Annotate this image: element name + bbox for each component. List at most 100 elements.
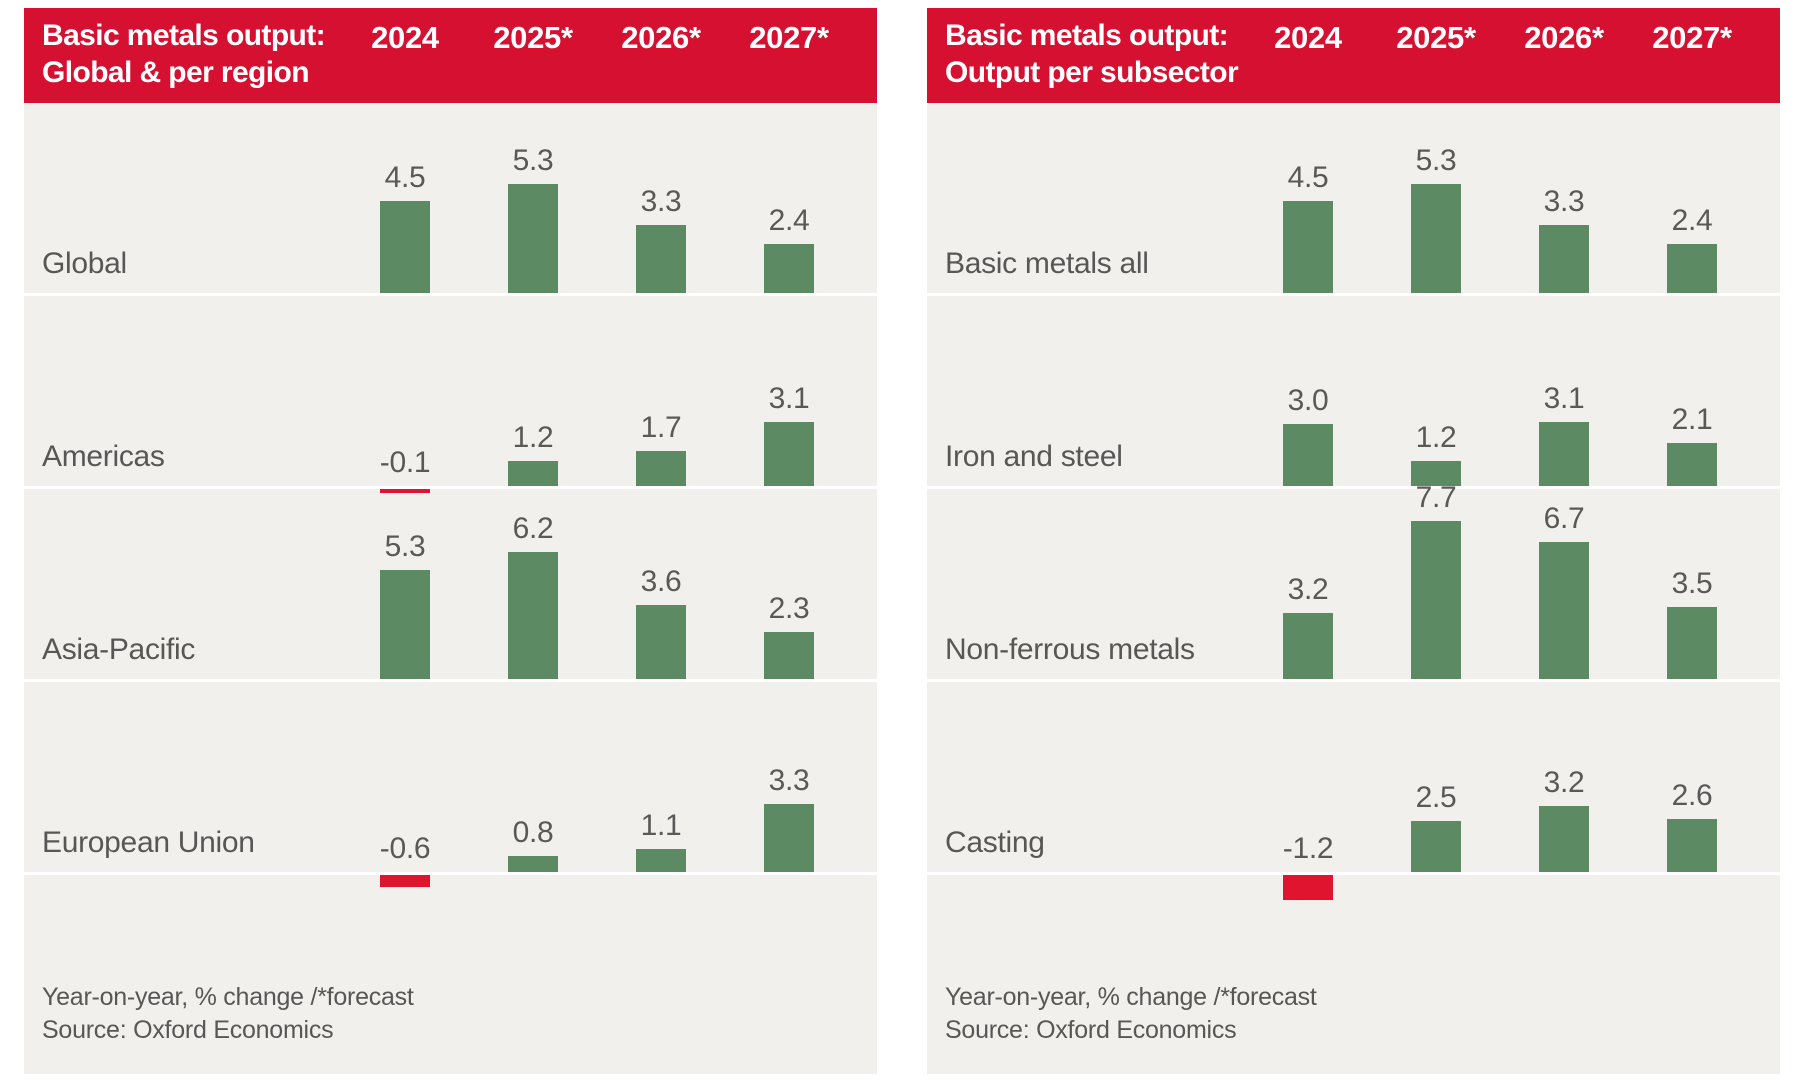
bar-value: 4.5 [384,161,426,194]
panel-header: Basic metals output: Output per subsector… [927,8,1780,103]
bar-cell: 3.0 [1244,296,1372,486]
bar [636,849,686,872]
bar-value: 3.5 [1671,567,1713,600]
panel-title-line2: Output per subsector [945,55,1239,89]
bar-cell: 3.3 [597,103,725,293]
bar-cell: 3.1 [725,296,853,486]
bar-cell: 3.6 [597,489,725,679]
bar-cell: 4.5 [341,103,469,293]
bar-cell: 3.2 [1500,682,1628,872]
bar-cell: 1.2 [1372,296,1500,486]
bar-cell: 2.5 [1372,682,1500,872]
bar-value: 3.1 [768,382,810,415]
row-spacer [1756,489,1780,679]
bar [764,632,814,679]
bar-cell: -1.2 [1244,682,1372,900]
bar [764,422,814,486]
bar [636,225,686,293]
bar [636,451,686,486]
panel-footer: Year-on-year, % change /*forecast Source:… [927,875,1780,1074]
bar [1411,521,1461,679]
bar-value: 3.0 [1287,384,1329,417]
bar [1283,424,1333,486]
bar-value: 7.7 [1415,481,1457,514]
header-spacer [1756,8,1780,103]
bar [1283,201,1333,293]
bar [1539,422,1589,486]
bar-value: 1.2 [1415,421,1457,454]
bar-cell: 3.3 [725,682,853,872]
bar-value: 6.2 [512,512,554,545]
footer-note: Year-on-year, % change /*forecast [945,983,1317,1011]
bar [1667,443,1717,486]
bar [1411,821,1461,872]
data-row: Americas -0.1 1.2 1.7 3.1 [24,296,877,493]
panel-footer: Year-on-year, % change /*forecast Source:… [24,875,877,1074]
row-label: Basic metals all [945,247,1149,280]
bar-value: 2.1 [1671,403,1713,436]
year-label: 2027* [1652,20,1732,55]
bar-cell: 5.3 [341,489,469,679]
bar-value: 2.4 [768,204,810,237]
bar-cell: 6.7 [1500,489,1628,679]
row-label: Iron and steel [945,440,1123,473]
bar [636,605,686,679]
bar-cell: -0.6 [341,682,469,887]
data-row: Non-ferrous metals 3.2 7.7 6.7 3.5 [927,481,1780,682]
bar-value: 3.2 [1543,766,1585,799]
bar-value: 3.3 [768,764,810,797]
bar-cell: 0.8 [469,682,597,872]
bar [1283,613,1333,679]
row-label: European Union [42,826,255,859]
bar [1411,461,1461,486]
bar-value: 3.3 [1543,185,1585,218]
panel-title-line1: Basic metals output: [945,19,1229,52]
bar [1411,184,1461,293]
bar-value: -0.6 [379,832,431,865]
row-spacer [853,103,877,293]
row-label: Americas [42,440,165,473]
bar-cell: 1.2 [469,296,597,486]
chart-panel-regions: Basic metals output: Global & per region 2… [24,8,877,1074]
bar [1667,244,1717,293]
row-label: Non-ferrous metals [945,633,1195,666]
bar-value: 2.6 [1671,779,1713,812]
bar-value: -0.1 [379,446,431,479]
row-label: Casting [945,826,1045,859]
footer-note: Year-on-year, % change /*forecast [42,983,414,1011]
bar [764,244,814,293]
bar-cell: 3.3 [1500,103,1628,293]
bar-cell: 2.1 [1628,296,1756,486]
bar [508,856,558,872]
year-label: 2024 [371,20,439,55]
bar-value: 5.3 [512,144,554,177]
row-spacer [1756,682,1780,872]
bar [1539,542,1589,679]
bar-value: 1.7 [640,411,682,444]
footer-source: Source: Oxford Economics [42,1016,334,1044]
data-row: Casting -1.2 2.5 3.2 2.6 [927,682,1780,900]
bar-value: 3.1 [1543,382,1585,415]
row-label: Asia-Pacific [42,633,196,666]
bar [1539,225,1589,293]
bar-cell: 2.4 [1628,103,1756,293]
data-row: European Union -0.6 0.8 1.1 3.3 [24,682,877,887]
bar-cell: -0.1 [341,296,469,493]
bar-cell: 2.3 [725,489,853,679]
bar [380,201,430,293]
row-spacer [853,296,877,486]
bar-cell: 7.7 [1372,481,1500,679]
bar-cell: 4.5 [1244,103,1372,293]
bar-value: 4.5 [1287,161,1329,194]
bar-value: 2.5 [1415,781,1457,814]
year-label: 2026* [1524,20,1604,55]
bar [1667,819,1717,872]
bar-value: 2.3 [768,592,810,625]
bar-value: 5.3 [384,530,426,563]
negative-bar [1283,875,1333,900]
row-spacer [1756,296,1780,486]
bar-cell: 1.7 [597,296,725,486]
bar [764,804,814,872]
panel-title-line1: Basic metals output: [42,19,326,52]
